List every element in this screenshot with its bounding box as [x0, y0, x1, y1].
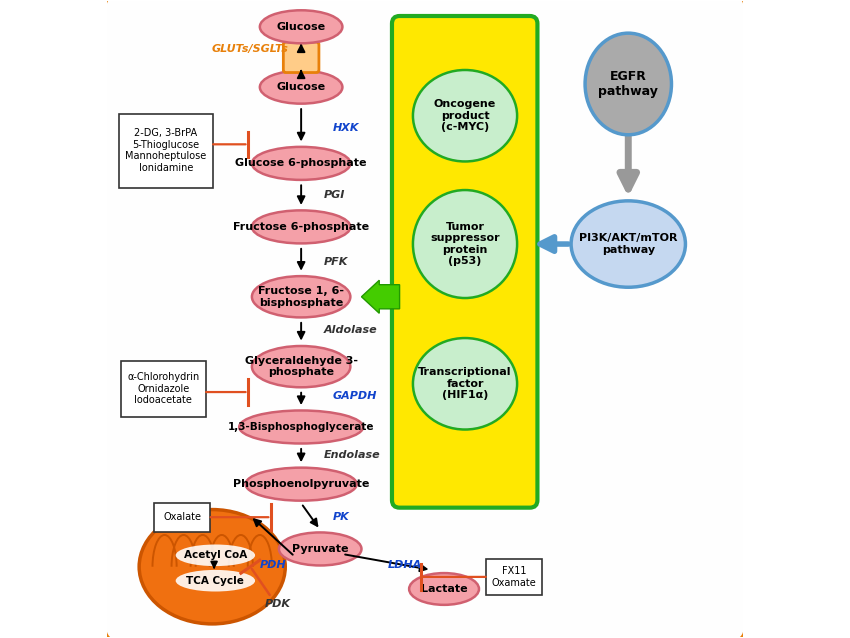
Ellipse shape	[176, 544, 255, 566]
Ellipse shape	[260, 71, 343, 103]
Text: Oxalate: Oxalate	[163, 512, 201, 522]
Text: HXK: HXK	[333, 123, 360, 133]
Ellipse shape	[239, 410, 363, 443]
Text: PDH: PDH	[260, 560, 286, 570]
Ellipse shape	[252, 147, 350, 180]
FancyArrow shape	[361, 280, 400, 313]
Text: PDK: PDK	[265, 598, 291, 609]
Ellipse shape	[139, 510, 286, 624]
Text: Glucose: Glucose	[276, 82, 326, 92]
Text: Transcriptional
factor
(HIF1α): Transcriptional factor (HIF1α)	[418, 367, 512, 401]
Text: Glucose: Glucose	[276, 22, 326, 32]
Ellipse shape	[252, 346, 350, 387]
FancyBboxPatch shape	[486, 559, 542, 595]
Ellipse shape	[279, 533, 361, 565]
Text: FX11
Oxamate: FX11 Oxamate	[491, 566, 536, 588]
FancyBboxPatch shape	[283, 42, 319, 73]
Text: Lactate: Lactate	[421, 584, 468, 594]
FancyBboxPatch shape	[392, 16, 537, 508]
Ellipse shape	[176, 570, 255, 591]
Text: 1,3-Bisphosphoglycerate: 1,3-Bisphosphoglycerate	[228, 422, 374, 432]
Text: PI3K/AKT/mTOR
pathway: PI3K/AKT/mTOR pathway	[579, 234, 677, 255]
Text: 2-DG, 3-BrPA
5-Thioglucose
Mannoheptulose
Ionidamine: 2-DG, 3-BrPA 5-Thioglucose Mannoheptulos…	[125, 128, 207, 173]
Text: Glucose 6-phosphate: Glucose 6-phosphate	[235, 158, 367, 168]
Ellipse shape	[585, 33, 672, 135]
FancyBboxPatch shape	[104, 0, 746, 638]
Text: α-Chlorohydrin
Ornidazole
Iodoacetate: α-Chlorohydrin Ornidazole Iodoacetate	[128, 373, 200, 406]
Ellipse shape	[413, 338, 517, 429]
Ellipse shape	[409, 573, 479, 605]
Text: Phosphoenolpyruvate: Phosphoenolpyruvate	[233, 479, 369, 489]
Text: Oncogene
product
(c-MYC): Oncogene product (c-MYC)	[434, 99, 496, 132]
Text: PGI: PGI	[323, 190, 345, 200]
Text: PFK: PFK	[323, 257, 348, 267]
Text: TCA Cycle: TCA Cycle	[186, 575, 244, 586]
Text: LDHA: LDHA	[388, 560, 422, 570]
Text: Fructose 6-phosphate: Fructose 6-phosphate	[233, 222, 369, 232]
Text: Tumor
suppressor
protein
(p53): Tumor suppressor protein (p53)	[430, 221, 500, 267]
Ellipse shape	[571, 201, 685, 287]
FancyBboxPatch shape	[155, 503, 210, 532]
Text: PK: PK	[333, 512, 349, 522]
Text: Fructose 1, 6-
bisphosphate: Fructose 1, 6- bisphosphate	[258, 286, 344, 308]
Ellipse shape	[413, 190, 517, 298]
Text: Aldolase: Aldolase	[323, 325, 377, 335]
Ellipse shape	[413, 70, 517, 161]
Text: Acetyl CoA: Acetyl CoA	[184, 551, 247, 560]
Text: EGFR
pathway: EGFR pathway	[598, 70, 658, 98]
Ellipse shape	[246, 468, 357, 501]
Text: GLUTs/SGLTs: GLUTs/SGLTs	[212, 44, 289, 54]
Text: Pyruvate: Pyruvate	[292, 544, 348, 554]
Text: Glyceraldehyde 3-
phosphate: Glyceraldehyde 3- phosphate	[245, 356, 358, 378]
Ellipse shape	[252, 276, 350, 318]
Text: Endolase: Endolase	[323, 450, 380, 460]
FancyBboxPatch shape	[121, 361, 206, 417]
Ellipse shape	[260, 10, 343, 43]
Ellipse shape	[252, 211, 350, 244]
Text: GAPDH: GAPDH	[333, 392, 377, 401]
FancyBboxPatch shape	[119, 114, 212, 188]
